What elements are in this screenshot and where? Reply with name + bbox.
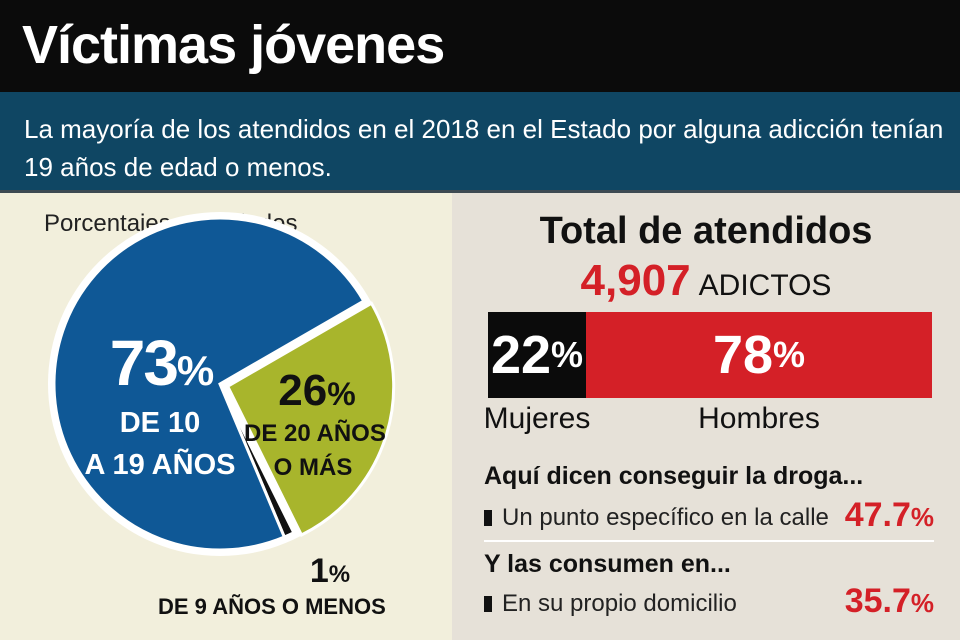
finding-question-1: Aquí dicen conseguir la droga...: [484, 462, 864, 490]
gender-label-hombres: Hombres: [698, 402, 820, 435]
pie-slice-0: [52, 216, 366, 552]
pie-slice-1-label-line1: DE 20 AÑOS: [244, 420, 386, 447]
pie-slice-0-value: 73%: [109, 327, 215, 399]
page-subtitle: La mayoría de los atendidos en el 2018 e…: [24, 114, 944, 182]
pie-slice-1: [225, 301, 396, 538]
right-panel: [452, 193, 960, 640]
finding-answer-1: Un punto específico en la calle: [484, 504, 829, 532]
total-count-unit: ADICTOS: [698, 269, 832, 302]
gender-label-mujeres: Mujeres: [483, 402, 591, 435]
page-title: Víctimas jóvenes: [22, 15, 445, 75]
finding-answer-2: En su propio domicilio: [484, 590, 737, 618]
bullet-icon: [484, 596, 492, 612]
title-bar: [0, 0, 960, 92]
pie-slice-1-value: 26%: [278, 366, 356, 415]
pie-slice-2-label: DE 9 AÑOS O MENOS: [158, 594, 386, 619]
bar-segment-hombres: 78%: [586, 312, 932, 398]
bullet-icon: [484, 510, 492, 526]
subtitle-bar: [0, 92, 960, 193]
total-count-value: 4,907: [580, 256, 691, 305]
gender-bar: 22% 78%: [488, 312, 932, 398]
age-pie-chart: [48, 212, 396, 556]
bar-segment-mujeres: 22%: [488, 312, 586, 398]
finding-question-2: Y las consumen en...: [484, 550, 731, 578]
total-count: 4,907 ADICTOS: [452, 256, 960, 306]
total-title: Total de atendidos: [539, 210, 873, 252]
pie-slice-0-label-line1: DE 10: [119, 407, 201, 439]
finding-value-1: 47.7%: [844, 496, 934, 534]
pie-slice-1-label-line2: O MÁS: [273, 454, 353, 481]
pie-slice-0-label-line2: A 19 AÑOS: [84, 449, 236, 481]
divider: [484, 540, 934, 542]
pie-slice-2-value: 1%: [309, 552, 351, 590]
finding-value-2: 35.7%: [844, 582, 934, 620]
